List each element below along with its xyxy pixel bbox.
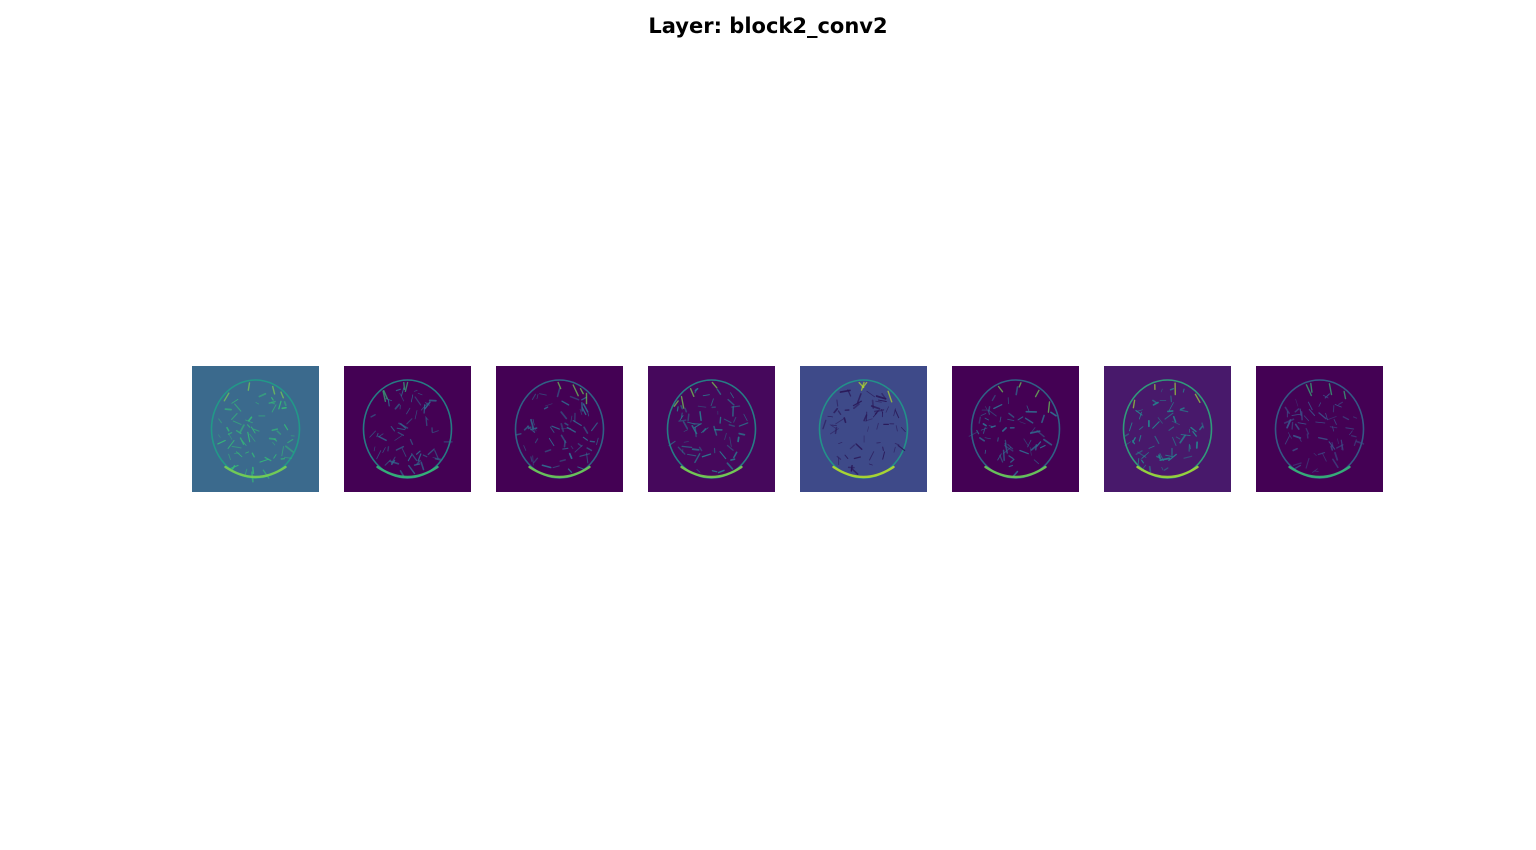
feature-map-3 [496, 366, 623, 492]
feature-map-5 [800, 366, 927, 492]
feature-map-7 [1104, 366, 1231, 492]
feature-map-4 [648, 366, 775, 492]
feature-map-8 [1256, 366, 1383, 492]
feature-map-image [344, 366, 471, 492]
feature-map-image [192, 366, 319, 492]
feature-map-1 [192, 366, 319, 492]
feature-map-image [496, 366, 623, 492]
feature-map-2 [344, 366, 471, 492]
feature-map-image [952, 366, 1079, 492]
feature-map-image [1104, 366, 1231, 492]
feature-map-6 [952, 366, 1079, 492]
feature-map-image [648, 366, 775, 492]
feature-map-image [1256, 366, 1383, 492]
feature-map-image [800, 366, 927, 492]
figure-title: Layer: block2_conv2 [648, 14, 888, 38]
